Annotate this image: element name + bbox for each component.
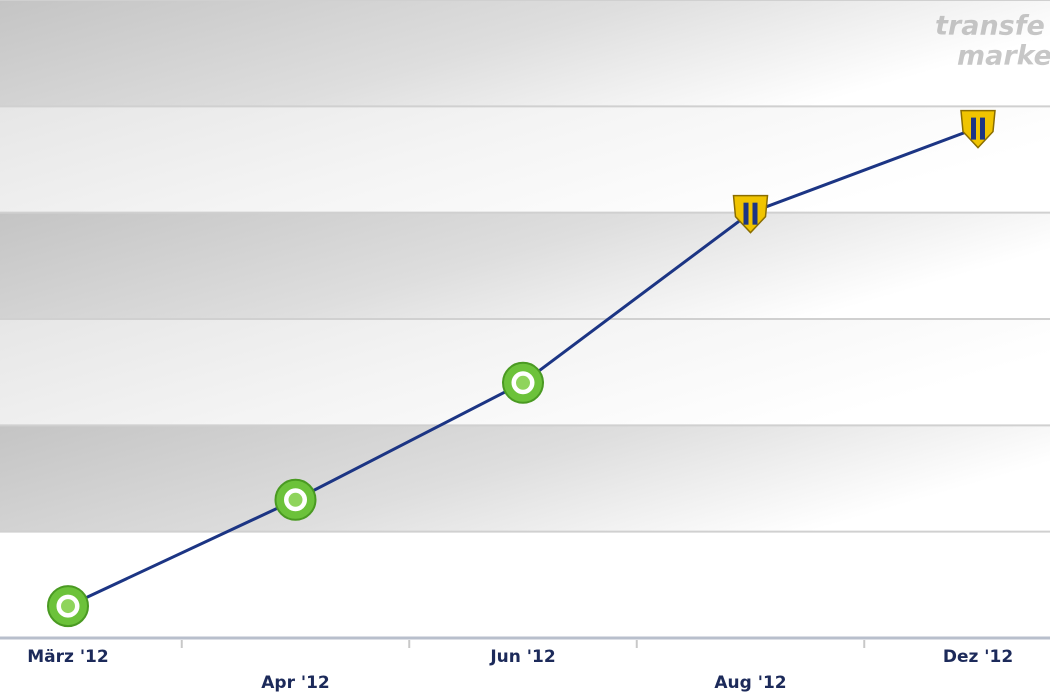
club-marker (47, 585, 89, 628)
shield-stripe (980, 117, 985, 140)
shield (732, 194, 769, 234)
background-band (0, 531, 1050, 638)
x-tick-label: Apr '12 (261, 673, 330, 693)
background-band (0, 106, 1050, 213)
background-band (0, 0, 1050, 107)
watermark-text: transfe (935, 11, 1045, 42)
x-tick-label: Dez '12 (943, 647, 1013, 667)
x-tick-label: Jun '12 (489, 647, 555, 667)
plot (47, 109, 996, 628)
shield-stripe (752, 202, 758, 225)
club-marker (960, 109, 996, 149)
watermark-text: marke (957, 41, 1050, 72)
plot-background (0, 0, 1050, 638)
badge-core (61, 599, 75, 614)
shield-stripe (971, 117, 976, 140)
background-band (0, 425, 1050, 532)
x-axis: März '12 Apr '12 Jun '12 Aug '12 Dez '12 (27, 640, 1013, 693)
shield (960, 109, 996, 149)
shield-stripe (743, 202, 749, 225)
badge-core (288, 492, 303, 507)
background-band (0, 212, 1050, 319)
x-tick-label: März '12 (27, 647, 108, 667)
club-marker (274, 478, 317, 521)
club-marker (502, 361, 544, 404)
badge-core (516, 375, 530, 390)
x-tick-label: Aug '12 (714, 673, 786, 693)
club-marker (732, 194, 769, 234)
grid (0, 0, 1050, 640)
